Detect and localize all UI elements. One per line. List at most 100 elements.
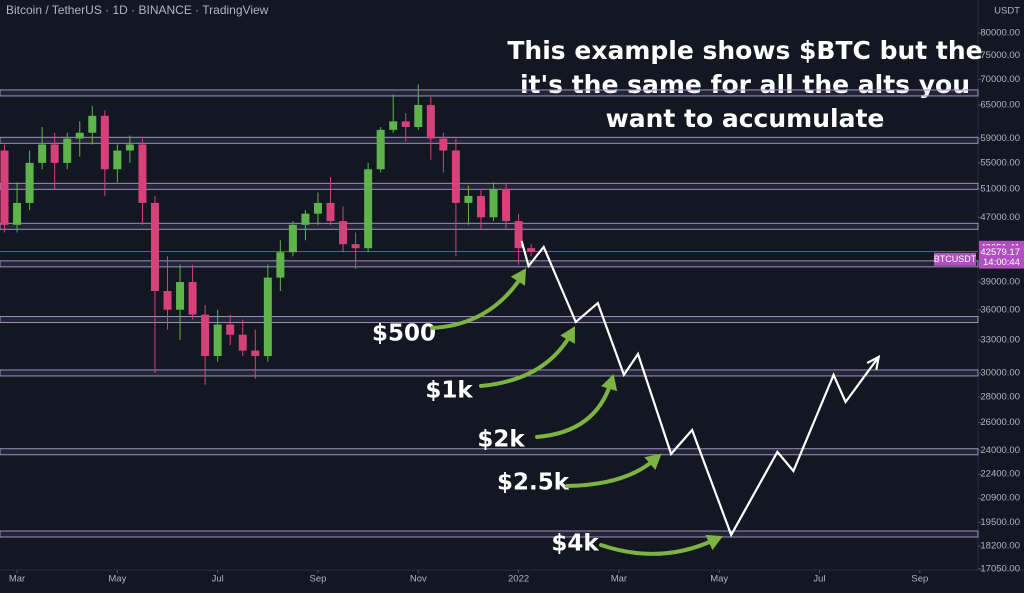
candle-body (263, 277, 272, 357)
x-tick-label: Mar (9, 574, 25, 585)
candle-body (25, 162, 34, 203)
support-level (0, 530, 979, 538)
candle-body (0, 150, 9, 225)
annotation-arrowhead (601, 374, 618, 392)
y-tick-label: 47000.00 (980, 212, 1020, 223)
support-level (0, 89, 979, 97)
x-tick-label: May (710, 574, 728, 585)
y-tick-label: 19500.00 (980, 517, 1020, 528)
annotation-arrowhead (560, 326, 576, 344)
y-tick-label: 36000.00 (980, 304, 1020, 315)
y-tick-label: 24000.00 (980, 445, 1020, 456)
candle-body (13, 202, 22, 225)
candle-body (451, 150, 460, 203)
candle-body (426, 104, 435, 139)
support-level (0, 316, 979, 324)
x-tick-label: Sep (911, 574, 928, 585)
support-level (0, 222, 979, 230)
candle-body (326, 202, 335, 222)
annotation-arrowhead (510, 268, 527, 286)
candle-body (476, 195, 485, 218)
candle-body (351, 244, 360, 249)
candle-body (464, 195, 473, 203)
support-level (0, 369, 979, 377)
candle-body (100, 115, 109, 170)
annotation-arrow (479, 332, 573, 388)
price-annotation: $4k (551, 531, 599, 557)
candle-body (113, 150, 122, 170)
y-tick-label: 26000.00 (980, 417, 1020, 428)
symbol-label: BTCUSDT (934, 254, 977, 264)
candle-body (150, 202, 159, 292)
candle-body (125, 144, 134, 151)
candle-body (527, 248, 536, 252)
candle-body (50, 144, 59, 163)
price-unit: USDT (994, 6, 1020, 17)
y-tick-label: 75000.00 (980, 50, 1020, 61)
candle-body (414, 104, 423, 128)
candle-body (439, 138, 448, 151)
x-tick-label: Jul (813, 574, 825, 585)
y-tick-label: 33000.00 (980, 334, 1020, 345)
x-tick-label: Mar (611, 574, 627, 585)
y-tick-label: 30000.00 (980, 367, 1020, 378)
x-tick-label: May (108, 574, 126, 585)
candle-body (401, 121, 410, 128)
y-tick-label: 70000.00 (980, 74, 1020, 85)
candle-body (188, 282, 197, 315)
y-tick-label: 80000.00 (980, 28, 1020, 39)
price-annotation: $2k (477, 427, 525, 453)
y-tick-label: 55000.00 (980, 157, 1020, 168)
annotation-arrow (565, 458, 656, 488)
annotation-arrowhead (705, 534, 723, 551)
countdown: 14:00:44 (983, 257, 1020, 268)
y-tick-label: 20900.00 (980, 493, 1020, 504)
last-price-label: 42579.17 (980, 247, 1020, 258)
headline: it's the same for all the alts you (520, 70, 970, 99)
annotation-arrowhead (644, 453, 662, 471)
candle-body (251, 350, 260, 357)
price-annotation: $2.5k (497, 470, 570, 496)
candle-body (389, 121, 398, 130)
price-annotation: $500 (372, 321, 436, 347)
candle-body (88, 115, 97, 133)
x-tick-label: Jul (212, 574, 224, 585)
candle-body (38, 144, 47, 163)
candle-body (238, 334, 247, 351)
last-price-box (979, 245, 1024, 269)
x-tick-label: 2022 (508, 574, 529, 585)
candle-body (301, 213, 310, 225)
y-tick-label: 22400.00 (980, 469, 1020, 480)
y-tick-label: 17050.00 (980, 563, 1020, 574)
candle-body (502, 189, 511, 222)
candle-body (364, 169, 373, 249)
candle-body (201, 314, 210, 357)
annotation-arrow (535, 380, 613, 439)
candle-body (176, 282, 185, 310)
symbol-box (934, 252, 976, 266)
projection-arrowhead (866, 354, 881, 370)
headline: want to accumulate (606, 104, 885, 133)
support-level (0, 136, 979, 144)
y-tick-label: 51000.00 (980, 184, 1020, 195)
chart-title: Bitcoin / TetherUS · 1D · BINANCE · Trad… (6, 3, 269, 17)
y-tick-label: 18200.00 (980, 541, 1020, 552)
candle-body (376, 129, 385, 170)
candle-body (489, 189, 498, 218)
price-annotation: $1k (425, 378, 473, 404)
candle-body (313, 202, 322, 214)
x-tick-label: Sep (310, 574, 327, 585)
y-tick-label: 65000.00 (980, 100, 1020, 111)
candle-body (213, 324, 222, 357)
candle-body (226, 324, 235, 335)
annotation-arrow (430, 274, 524, 330)
candle-body (339, 221, 348, 245)
headline: This example shows $BTC but the (507, 36, 982, 65)
support-level (0, 182, 979, 190)
candle-body (514, 221, 523, 249)
y-tick-label: 39000.00 (980, 277, 1020, 288)
y-tick-label: 59000.00 (980, 133, 1020, 144)
x-tick-label: Nov (410, 574, 427, 585)
